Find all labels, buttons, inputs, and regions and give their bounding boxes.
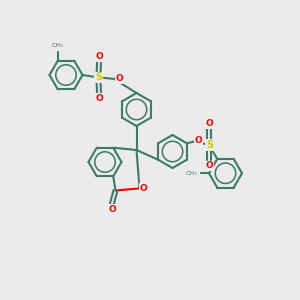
Text: O: O [108,205,116,214]
Text: S: S [95,72,102,82]
Text: O: O [206,161,214,170]
Text: CH₃: CH₃ [52,44,64,48]
Text: O: O [95,94,103,103]
Text: O: O [195,136,203,145]
Text: O: O [95,52,103,61]
Text: S: S [206,140,213,150]
Text: O: O [206,119,214,128]
Text: O: O [116,74,123,83]
Text: CH₃: CH₃ [185,171,197,176]
Text: O: O [139,184,147,193]
